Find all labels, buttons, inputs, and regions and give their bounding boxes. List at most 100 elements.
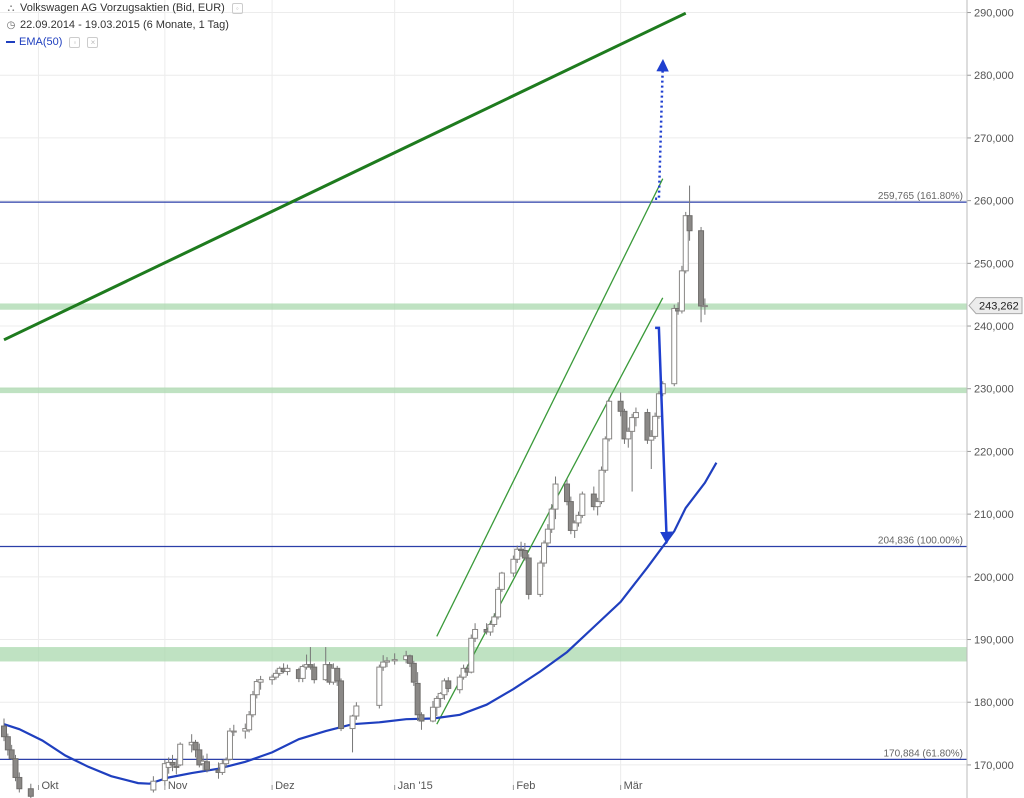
candle-body <box>682 215 689 272</box>
candle <box>284 664 291 676</box>
candle-body <box>594 501 601 508</box>
candle-body <box>567 501 574 531</box>
candle-body <box>12 758 19 778</box>
candle <box>629 413 636 492</box>
candle-body <box>8 749 15 760</box>
candle <box>311 663 318 684</box>
candle <box>514 545 521 564</box>
candle <box>169 754 176 772</box>
y-tick-label: 260,000 <box>974 196 1014 208</box>
candle <box>249 690 256 718</box>
candle <box>525 554 532 600</box>
candle-body <box>414 682 421 716</box>
chart-title-row: ⛬ Volkswagen AG Vorzugsaktien (Bid, EUR)… <box>6 2 243 14</box>
candle <box>150 776 157 793</box>
x-tick-label: Dez <box>275 780 295 792</box>
candle <box>602 436 609 473</box>
long-trendline <box>3 11 687 342</box>
candle <box>353 702 360 720</box>
candle <box>307 647 314 670</box>
clock-icon: ◷ <box>6 19 16 31</box>
indicator-label: EMA(50) <box>19 36 63 48</box>
candle-body <box>648 435 655 441</box>
candle <box>16 772 23 793</box>
fib-level-label: 170,884 (61.80%) <box>883 748 963 759</box>
candle-body <box>203 761 210 771</box>
candle-body <box>177 743 184 766</box>
candle-body <box>410 662 417 683</box>
candle <box>552 476 559 520</box>
period-row: ◷ 22.09.2014 - 19.03.2015 (6 Monate, 1 T… <box>6 19 229 31</box>
candle-body <box>701 305 708 308</box>
candle-body <box>406 655 413 664</box>
candle-body <box>456 676 463 691</box>
candle-body <box>525 557 532 595</box>
candle-body <box>311 666 318 681</box>
candle <box>410 660 417 686</box>
candle <box>418 712 425 730</box>
candle-body <box>468 637 475 673</box>
candle <box>196 743 203 768</box>
candle <box>253 679 260 699</box>
candle-body <box>617 400 624 412</box>
candle <box>617 392 624 417</box>
chart-symbol-icon: ⛬ <box>7 2 15 14</box>
candle <box>548 504 555 533</box>
candle-body <box>169 761 176 766</box>
candle-body <box>223 759 230 765</box>
title-settings-icon[interactable]: ◦ <box>231 2 243 14</box>
candle-body <box>678 270 685 312</box>
candle <box>4 733 11 756</box>
candle <box>384 657 390 668</box>
candle <box>445 677 452 693</box>
candle-body <box>498 572 505 590</box>
candle-body <box>686 215 693 232</box>
candle-body <box>472 628 479 639</box>
candle <box>606 397 613 442</box>
candle <box>27 783 34 798</box>
candle <box>567 496 574 535</box>
candle <box>349 714 356 753</box>
candle <box>223 757 230 768</box>
candle <box>521 542 528 561</box>
indicator-close-icon[interactable]: × <box>87 36 99 48</box>
candle-body <box>537 562 544 595</box>
candle-body <box>552 483 559 510</box>
candle <box>625 427 632 448</box>
trend-channel-line <box>436 178 664 637</box>
candle-body <box>226 730 233 760</box>
indicator-settings-icon[interactable]: ◦ <box>69 36 81 48</box>
candle-body <box>150 780 157 791</box>
candle <box>391 653 398 665</box>
y-tick-label: 250,000 <box>974 258 1014 270</box>
candle-body <box>380 661 387 668</box>
x-tick-label: Feb <box>516 780 535 792</box>
x-tick-label: Okt <box>41 780 58 792</box>
candle <box>230 724 237 737</box>
candle-body <box>196 749 203 766</box>
candle-body <box>652 415 659 437</box>
candle <box>678 265 685 314</box>
candle-body <box>671 307 678 385</box>
bullish-scenario-arrow <box>655 58 669 201</box>
candle-body <box>16 776 23 790</box>
candle-body <box>510 558 517 574</box>
candle-body <box>518 548 525 551</box>
candle-body <box>575 514 582 524</box>
candle <box>177 742 184 767</box>
candle <box>590 486 597 511</box>
candle-body <box>564 483 571 503</box>
candle <box>8 744 15 760</box>
candle <box>652 412 659 439</box>
candle-body <box>353 705 360 717</box>
candle-body <box>579 493 586 516</box>
candle <box>246 711 253 733</box>
chart-period: 22.09.2014 - 19.03.2015 (6 Monate, 1 Tag… <box>20 19 229 31</box>
ema-legend-swatch <box>6 41 15 43</box>
candle-body <box>257 679 264 683</box>
candle-body <box>606 400 613 440</box>
y-tick-label: 200,000 <box>974 572 1014 584</box>
candle-body <box>376 666 383 706</box>
candle-body <box>27 788 34 797</box>
